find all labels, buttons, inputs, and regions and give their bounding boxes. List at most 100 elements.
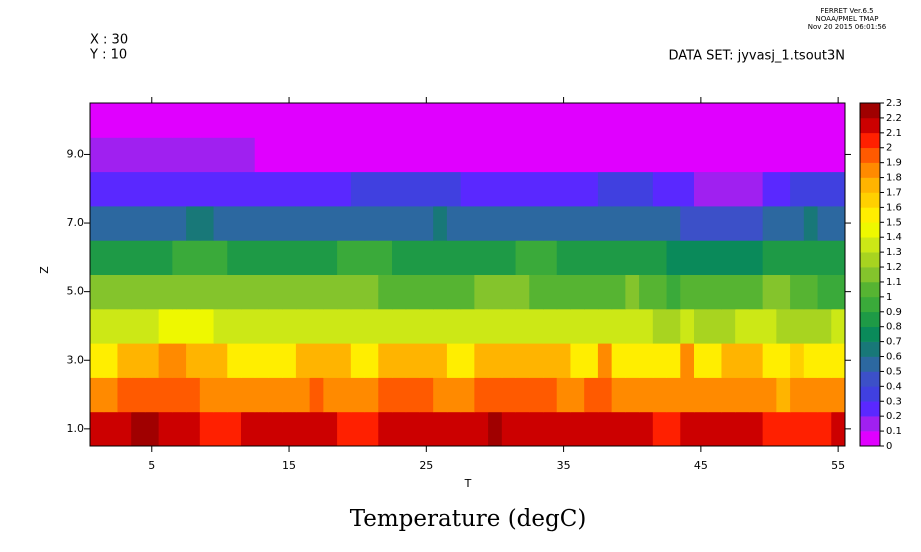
heat-cell xyxy=(268,308,283,344)
heat-cell xyxy=(433,240,448,275)
heat-cell xyxy=(570,171,585,207)
colorbar-label: 0.9 xyxy=(886,307,902,318)
heat-cell xyxy=(158,137,173,173)
heat-cell xyxy=(378,240,393,275)
colorbar-swatch xyxy=(860,386,880,402)
heat-cell xyxy=(172,343,187,378)
heat-cell xyxy=(515,103,530,138)
heat-cell xyxy=(350,171,366,207)
heat-cell xyxy=(611,205,626,241)
heat-cell xyxy=(776,274,791,310)
heat-cell xyxy=(268,411,283,447)
heat-cell xyxy=(103,274,118,310)
heat-cell xyxy=(186,137,201,173)
heat-cell xyxy=(405,137,420,173)
heat-cell xyxy=(748,137,764,173)
colorbar-label: 0.6 xyxy=(886,352,902,363)
heat-cell xyxy=(364,240,379,275)
heat-cell xyxy=(597,205,613,241)
colorbar-swatch xyxy=(860,237,880,253)
heat-cell xyxy=(419,240,434,275)
heat-cell xyxy=(652,274,668,310)
heat-cell xyxy=(392,308,407,344)
heat-cell xyxy=(90,103,105,138)
heat-cell xyxy=(323,274,338,310)
heat-cell xyxy=(721,308,736,344)
colorbar-swatch xyxy=(860,341,880,357)
heat-cell xyxy=(364,411,379,447)
heat-cell xyxy=(199,137,215,173)
heat-cell xyxy=(186,205,201,241)
heat-cell xyxy=(460,171,475,207)
heat-cell xyxy=(570,343,585,378)
heat-cell xyxy=(268,205,283,241)
heat-cell xyxy=(584,377,599,413)
heat-cell xyxy=(378,205,393,241)
heat-cell xyxy=(488,137,503,173)
heat-cell xyxy=(474,343,489,378)
heat-cell xyxy=(748,308,764,344)
heat-cell xyxy=(597,308,613,344)
heat-cell xyxy=(529,171,544,207)
y-tick-label: 1.0 xyxy=(67,422,85,435)
heat-cell xyxy=(776,205,791,241)
heat-cell xyxy=(680,308,695,344)
heat-cell xyxy=(639,137,654,173)
heat-cell xyxy=(103,171,118,207)
heat-cell xyxy=(323,205,338,241)
heat-cell xyxy=(748,274,764,310)
colorbar-swatch xyxy=(860,252,880,268)
heat-cell xyxy=(241,411,256,447)
heat-cell xyxy=(488,343,503,378)
heat-cell xyxy=(762,308,777,344)
heat-cell xyxy=(666,411,681,447)
heat-cell xyxy=(117,411,132,447)
heat-cell xyxy=(501,377,517,413)
heat-cell xyxy=(735,205,750,241)
heat-cell xyxy=(172,308,187,344)
heat-cell xyxy=(570,240,585,275)
heat-cell xyxy=(378,171,393,207)
heat-cell xyxy=(652,103,668,138)
heat-cell xyxy=(694,205,709,241)
heat-cell xyxy=(446,411,462,447)
heat-cell xyxy=(364,171,379,207)
heat-cell xyxy=(199,171,215,207)
heat-cell xyxy=(392,377,407,413)
heat-cell xyxy=(241,137,256,173)
colorbar-swatch xyxy=(860,401,880,417)
heat-cell xyxy=(144,137,160,173)
heat-cell xyxy=(446,377,462,413)
heat-cell xyxy=(254,411,269,447)
colorbar-label: 2.1 xyxy=(886,128,902,139)
heat-cell xyxy=(790,377,805,413)
heat-cell xyxy=(694,274,709,310)
heat-cell xyxy=(817,411,832,447)
heat-cell xyxy=(241,103,256,138)
heat-cell xyxy=(364,343,379,378)
heat-cell xyxy=(158,103,173,138)
heat-cell xyxy=(433,171,448,207)
heat-cell xyxy=(186,103,201,138)
heat-cell xyxy=(282,205,297,241)
heat-cell xyxy=(282,171,297,207)
heat-cell xyxy=(543,411,558,447)
heat-cell xyxy=(323,411,338,447)
colorbar-label: 1.1 xyxy=(886,277,902,288)
heat-cell xyxy=(680,240,695,275)
heat-cell xyxy=(529,274,544,310)
heat-cell xyxy=(611,274,626,310)
heat-cell xyxy=(186,171,201,207)
heat-cell xyxy=(419,274,434,310)
heat-cell xyxy=(762,411,777,447)
heat-cell xyxy=(790,411,805,447)
heat-cell xyxy=(460,137,475,173)
heat-cell xyxy=(831,308,846,344)
heat-cell xyxy=(831,274,846,310)
heat-cell xyxy=(817,137,832,173)
annotation: DATA SET: jyvasj_1.tsout3N xyxy=(668,49,845,64)
heat-cell xyxy=(694,377,709,413)
y-axis-label: Z xyxy=(38,266,51,274)
heat-cell xyxy=(501,205,517,241)
heat-cell xyxy=(666,137,681,173)
